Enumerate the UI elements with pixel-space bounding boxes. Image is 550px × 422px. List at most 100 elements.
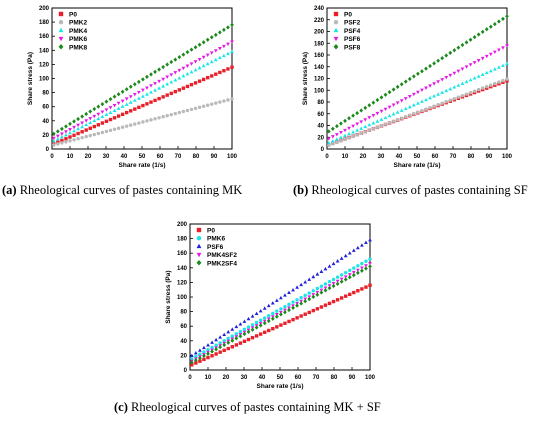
data-point: [440, 101, 444, 105]
data-point: [391, 87, 396, 92]
data-point: [339, 135, 343, 139]
data-point: [218, 70, 222, 75]
data-point: [116, 126, 121, 130]
legend-marker: [333, 44, 339, 50]
data-point: [303, 293, 307, 298]
y-tick-label: 40: [180, 339, 187, 345]
y-tick-label: 120: [177, 280, 188, 286]
data-point: [387, 121, 392, 125]
data-point: [436, 92, 441, 96]
data-point: [218, 350, 222, 354]
x-tick-label: 60: [295, 375, 302, 381]
data-point: [492, 67, 497, 71]
data-point: [383, 122, 388, 126]
x-axis-title: Share rate (1/s): [394, 162, 441, 169]
data-point: [330, 135, 335, 139]
data-point: [351, 270, 356, 275]
data-point: [428, 84, 432, 88]
data-point: [141, 103, 145, 108]
data-point: [279, 295, 283, 300]
data-point: [124, 102, 129, 106]
data-point: [476, 32, 481, 37]
data-point: [206, 355, 210, 360]
data-point: [351, 134, 355, 139]
data-point: [311, 294, 316, 300]
data-point: [291, 305, 295, 310]
data-point: [275, 325, 279, 329]
data-point: [185, 84, 190, 89]
data-point: [112, 116, 117, 120]
data-point: [218, 341, 222, 345]
data-point: [161, 77, 166, 82]
data-point: [84, 134, 88, 139]
data-point: [355, 128, 360, 132]
data-point: [428, 63, 432, 69]
series-PSF8: [326, 14, 509, 134]
chart-b: 0 10 20 30 40 50 60 70 80 90 100 0 20 40 60 80 100 120 140…: [302, 6, 513, 169]
legend-label: PSF2: [344, 20, 361, 27]
data-point: [501, 63, 505, 67]
y-tick-label: 180: [177, 237, 188, 243]
data-point: [189, 107, 194, 112]
data-point: [348, 268, 352, 273]
data-point: [464, 40, 469, 45]
data-point: [432, 82, 436, 86]
data-point: [347, 275, 352, 280]
data-point: [270, 301, 275, 305]
data-point: [468, 77, 473, 82]
data-point: [368, 262, 372, 266]
data-point: [210, 345, 214, 350]
data-point: [395, 101, 400, 105]
y-tick-label: 60: [317, 112, 324, 118]
series-PMK8: [51, 22, 234, 136]
data-point: [448, 73, 453, 78]
data-point: [403, 106, 408, 111]
x-tick-label: 30: [103, 154, 110, 160]
series-PSF6: [189, 238, 372, 358]
data-point: [198, 348, 202, 352]
data-point: [226, 42, 230, 47]
data-point: [407, 95, 412, 99]
data-point: [344, 270, 348, 275]
data-point: [112, 127, 117, 132]
data-point: [197, 42, 202, 47]
data-point: [68, 130, 72, 135]
y-tick-label: 40: [42, 119, 49, 125]
data-point: [315, 286, 320, 291]
data-point: [72, 119, 76, 124]
data-point: [141, 120, 145, 124]
data-point: [153, 82, 157, 86]
data-point: [149, 72, 153, 77]
data-point: [472, 35, 477, 40]
data-point: [132, 82, 137, 87]
legend-label: PMK6: [69, 36, 87, 43]
data-point: [250, 314, 255, 318]
data-point: [330, 139, 335, 143]
x-tick-label: 40: [396, 154, 403, 160]
data-point: [157, 86, 161, 90]
legend-marker: [58, 27, 64, 33]
data-point: [360, 266, 364, 270]
y-tick-label: 100: [177, 295, 188, 301]
data-point: [88, 133, 92, 138]
data-point: [347, 116, 351, 121]
data-point: [368, 264, 372, 269]
data-point: [55, 129, 60, 134]
data-point: [472, 61, 477, 65]
data-point: [51, 131, 56, 136]
data-point: [472, 76, 477, 80]
data-point: [100, 101, 105, 107]
data-point: [116, 92, 121, 97]
data-point: [424, 66, 428, 71]
data-point: [258, 308, 263, 313]
data-point: [157, 67, 161, 72]
data-point: [360, 261, 364, 266]
data-point: [440, 78, 445, 82]
data-point: [379, 109, 384, 114]
data-point: [254, 325, 259, 330]
data-point: [368, 257, 372, 261]
data-point: [217, 30, 222, 35]
data-point: [52, 143, 56, 147]
caption-a: (a) Rheological curves of pastes contain…: [2, 183, 243, 197]
data-point: [198, 359, 202, 363]
